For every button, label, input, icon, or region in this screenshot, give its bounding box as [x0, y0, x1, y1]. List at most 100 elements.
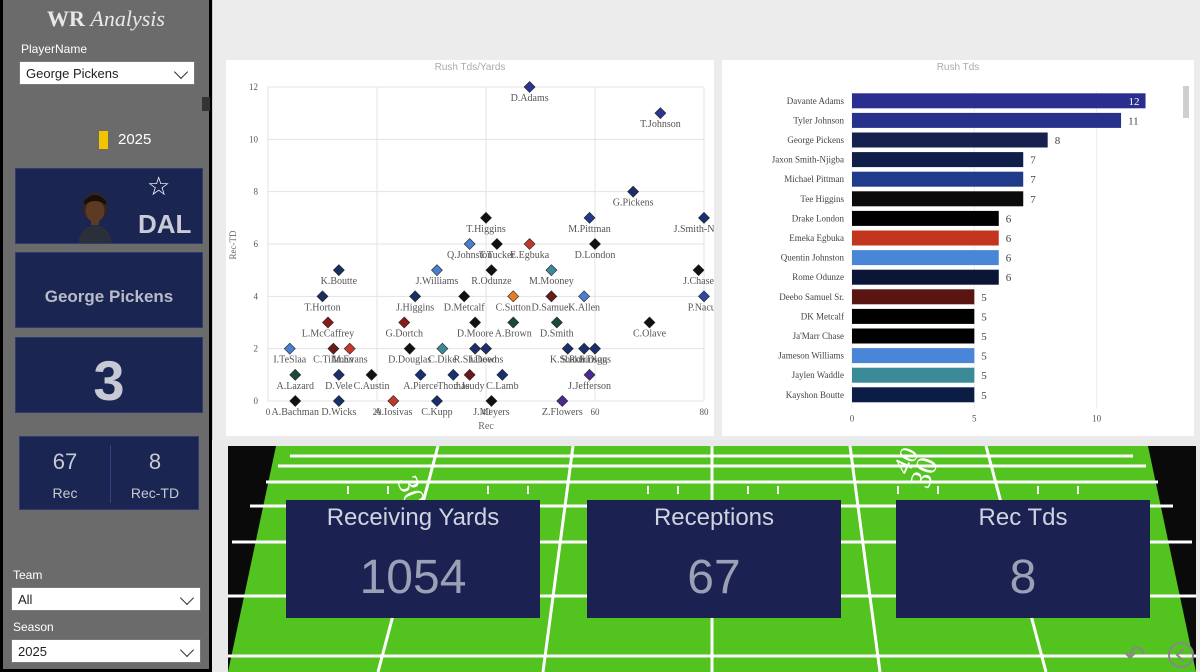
scatter-point-label: C.Tillman: [313, 355, 353, 366]
scatter-point[interactable]: [365, 368, 378, 381]
scatter-point[interactable]: [463, 238, 476, 250]
scatter-point-label: L.McCaffrey: [302, 329, 354, 340]
bar[interactable]: [852, 367, 975, 383]
scatter-point[interactable]: [332, 368, 345, 381]
scatter-point[interactable]: [589, 342, 601, 355]
scatter-point[interactable]: [343, 342, 356, 355]
scatter-title: Rush Tds/Yards: [434, 62, 506, 73]
player-select[interactable]: George Pickens: [19, 61, 195, 85]
scatter-point[interactable]: [490, 238, 503, 250]
scatter-point[interactable]: [480, 211, 492, 224]
scatter-point[interactable]: [698, 211, 710, 224]
chevron-down-icon: [173, 64, 189, 80]
scatter-point[interactable]: [583, 368, 596, 381]
team-select[interactable]: All: [11, 587, 201, 611]
scatter-point[interactable]: [469, 342, 482, 355]
bar[interactable]: [852, 250, 999, 266]
scatter-point[interactable]: [458, 290, 471, 303]
scatter-point[interactable]: [436, 342, 449, 355]
scatter-point-label: A.Iosivas: [374, 407, 412, 418]
scatter-point[interactable]: [698, 290, 710, 303]
bar[interactable]: [852, 112, 1122, 128]
bar[interactable]: [852, 328, 975, 344]
bar-x-tick: 10: [1092, 414, 1102, 424]
scatter-point-label: A.Lazard: [277, 381, 314, 392]
scatter-point[interactable]: [556, 395, 569, 407]
scatter-point[interactable]: [561, 342, 574, 355]
scatter-point[interactable]: [289, 368, 302, 381]
scatter-point[interactable]: [387, 395, 400, 407]
scatter-point-label: J.Jefferson: [568, 381, 611, 392]
scatter-point[interactable]: [589, 238, 601, 250]
season-select[interactable]: 2025: [11, 639, 201, 663]
bar[interactable]: [852, 289, 975, 305]
scatter-point[interactable]: [627, 185, 640, 198]
scatter-point-label: Q.Johnston: [447, 250, 492, 261]
bar[interactable]: [852, 269, 999, 285]
scatter-point[interactable]: [431, 264, 443, 277]
scatter-point[interactable]: [469, 316, 482, 329]
scatter-point[interactable]: [654, 107, 667, 120]
bar[interactable]: [852, 93, 1146, 109]
scatter-point-label: M.Evans: [332, 355, 368, 366]
scatter-point[interactable]: [447, 368, 460, 381]
scatter-point[interactable]: [485, 264, 498, 277]
scatter-point[interactable]: [550, 316, 563, 329]
bar[interactable]: [852, 308, 975, 324]
bar-chart[interactable]: 0 5 10 Davante Adams 12 Tyler Johnson 11 Georg…: [722, 60, 1194, 436]
scatter-point-label: K.Allen: [568, 302, 600, 313]
bar[interactable]: [852, 348, 975, 364]
bar[interactable]: [852, 191, 1024, 207]
scatter-point-label: D.Moore: [457, 329, 494, 340]
scatter-point[interactable]: [485, 395, 498, 407]
scatter-point[interactable]: [332, 395, 345, 407]
scatter-chart[interactable]: 0 2 4 6 8 10 12 0 20 40 60 80 D.Adams T.Johnson G.Pic…: [226, 60, 714, 436]
scatter-point[interactable]: [496, 368, 509, 381]
scatter-point[interactable]: [643, 316, 656, 329]
scatter-point-label: P.Nacua: [688, 302, 714, 313]
scatter-y-tick: 6: [254, 239, 259, 249]
back-circle-icon[interactable]: [1166, 640, 1196, 670]
bar[interactable]: [852, 171, 1024, 187]
scatter-point[interactable]: [507, 316, 520, 329]
back-arrow-icon[interactable]: ↶: [1124, 640, 1146, 670]
bar[interactable]: [852, 210, 999, 226]
scatter-point[interactable]: [545, 290, 558, 303]
scatter-point[interactable]: [578, 342, 591, 355]
scatter-point[interactable]: [289, 395, 302, 407]
scatter-point[interactable]: [332, 264, 345, 277]
bar[interactable]: [852, 387, 975, 403]
bar-value-label: 5: [981, 331, 987, 343]
scatter-point[interactable]: [692, 264, 705, 277]
scatter-point-label: A.Pierce: [403, 381, 438, 392]
bar-value-label: 5: [981, 370, 987, 382]
scatter-point[interactable]: [398, 316, 411, 329]
scatter-point[interactable]: [507, 290, 520, 303]
bar-scrollbar[interactable]: [1183, 86, 1189, 118]
scatter-point[interactable]: [283, 342, 296, 355]
bar[interactable]: [852, 230, 999, 246]
scatter-point[interactable]: [431, 395, 443, 407]
scatter-point-label: D.Metcalf: [444, 302, 485, 313]
team-select-value: All: [18, 592, 33, 607]
scatter-point[interactable]: [316, 290, 329, 303]
star-icon[interactable]: ☆: [147, 171, 171, 201]
scatter-point[interactable]: [523, 238, 536, 250]
scatter-point-label: J.Williams: [416, 276, 459, 287]
scatter-point[interactable]: [322, 316, 334, 329]
scatter-point[interactable]: [409, 290, 422, 303]
scatter-point[interactable]: [327, 342, 340, 355]
scatter-point[interactable]: [463, 368, 476, 381]
scatter-xlabel: Rec: [478, 421, 494, 432]
bar[interactable]: [852, 132, 1048, 148]
scatter-point[interactable]: [523, 81, 536, 93]
scatter-point[interactable]: [414, 368, 427, 381]
scatter-point[interactable]: [578, 290, 591, 303]
bar-category-label: Davante Adams: [787, 96, 845, 106]
scatter-point[interactable]: [480, 342, 492, 355]
scatter-point[interactable]: [583, 211, 596, 224]
scrollbar-thumb[interactable]: [202, 97, 210, 111]
scatter-point[interactable]: [403, 342, 416, 355]
bar[interactable]: [852, 152, 1024, 168]
scatter-point[interactable]: [545, 264, 558, 277]
